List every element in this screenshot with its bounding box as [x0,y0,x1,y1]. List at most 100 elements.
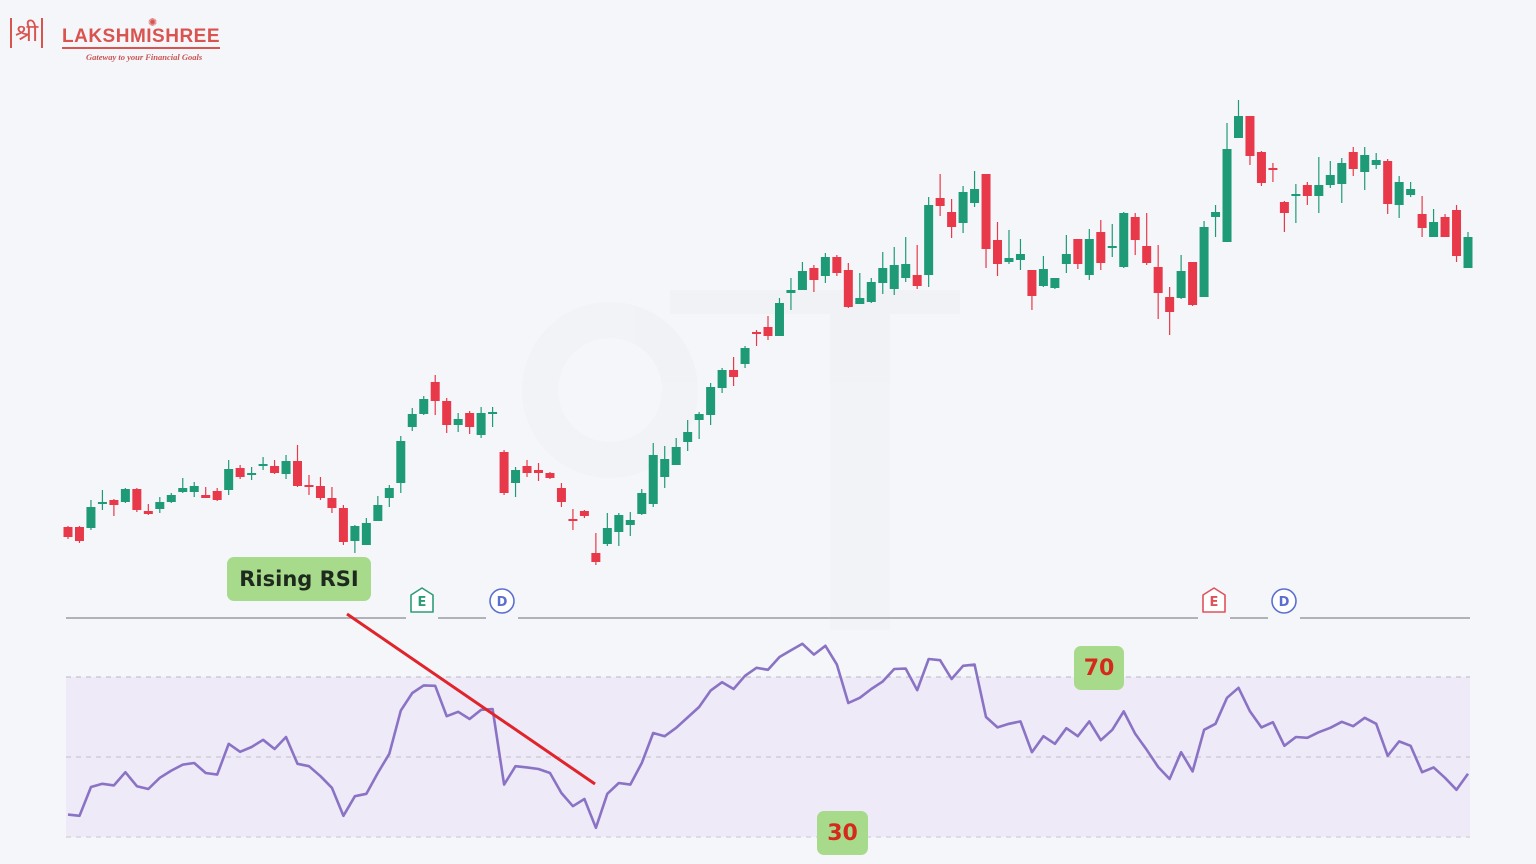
candle-body [683,432,693,442]
candle [361,518,371,545]
candle [694,412,704,439]
candle [396,436,406,493]
candle-body [1394,182,1404,205]
candle [958,186,968,233]
candle-body [1165,297,1175,312]
candle-body [1050,278,1060,288]
candle-body [1440,217,1450,237]
candle-body [1325,175,1335,185]
candle [706,383,716,425]
candle [224,460,234,495]
candle [901,237,911,282]
candle [453,413,463,432]
candle-body [1027,270,1037,296]
candle-body [1211,212,1221,217]
candle-body [774,303,784,336]
candle [545,472,555,479]
candle [63,526,73,539]
candle-body [1073,239,1083,264]
candle-body [1348,152,1358,169]
candle [465,411,475,434]
candle [1176,255,1186,299]
candle [1314,157,1324,213]
candle [178,478,188,493]
candle-body [442,401,452,425]
candle-body [1038,269,1048,286]
candle-body [132,489,142,510]
candle [488,407,498,427]
candle [258,457,268,470]
candle [97,490,107,510]
candle-body [1153,267,1163,293]
candle-body [1176,271,1186,298]
logo-name: LAKSHMISHREE [62,26,221,49]
candle-body [74,527,84,541]
candle [843,263,853,308]
candle-body [212,491,222,500]
candle [442,398,452,433]
candle [327,487,337,513]
candle-body [522,466,532,473]
candle [1325,161,1335,188]
candle-body [1360,155,1370,172]
candle [1233,100,1243,138]
dividend-marker-icon[interactable]: D [1268,588,1300,622]
candle-body [545,473,555,478]
candle [671,438,681,465]
earnings-marker-icon[interactable]: E [406,587,438,622]
candle-body [361,523,371,545]
marker-letter: D [1279,595,1290,610]
candle-body [1015,254,1025,260]
candle-body [1337,163,1347,184]
candle-body [178,488,188,492]
candle [740,346,750,368]
candle [247,467,257,480]
candle-body [614,515,624,532]
candle [786,278,796,310]
candle-body [1188,262,1198,305]
candle [556,483,566,507]
candle [981,174,991,268]
level-30-label: 30 [817,811,868,855]
candle [729,357,739,386]
candle [660,446,670,488]
candle [407,408,417,431]
rsi-line [67,642,1470,830]
candle [86,500,96,530]
candle-body [465,413,475,427]
candle [212,488,222,501]
earnings-marker-icon[interactable]: E [1198,587,1230,622]
candle-body [511,470,521,483]
candle-body [889,265,899,289]
candle-body [1279,202,1289,213]
level-70-label: 70 [1074,646,1124,690]
candle [1130,213,1140,255]
candle-body [488,412,498,414]
candle-body [924,205,934,275]
marker-letter: E [1210,595,1219,610]
candle [637,489,647,515]
candle [912,245,922,289]
dividend-marker-icon[interactable]: D [486,588,518,622]
candle [1268,163,1278,182]
candle-body [625,520,635,525]
candle [1096,220,1106,270]
candle [1199,221,1209,297]
candle-body [1406,189,1416,195]
candle-body [843,270,853,307]
candle [270,460,280,474]
candle [1394,176,1404,218]
candle [476,407,486,438]
logo: श्री ✺ LAKSHMISHREE Gateway to your Fina… [10,16,240,66]
candle-body [293,461,303,486]
candle-body [1233,116,1243,138]
candle [430,375,440,415]
candle-body [1383,161,1393,204]
candle [350,525,360,553]
candle-body [935,198,945,206]
candle-body [373,505,383,521]
candle-body [1314,185,1324,196]
candle-body [660,459,670,477]
candle-body [832,257,842,273]
candle [304,475,314,495]
